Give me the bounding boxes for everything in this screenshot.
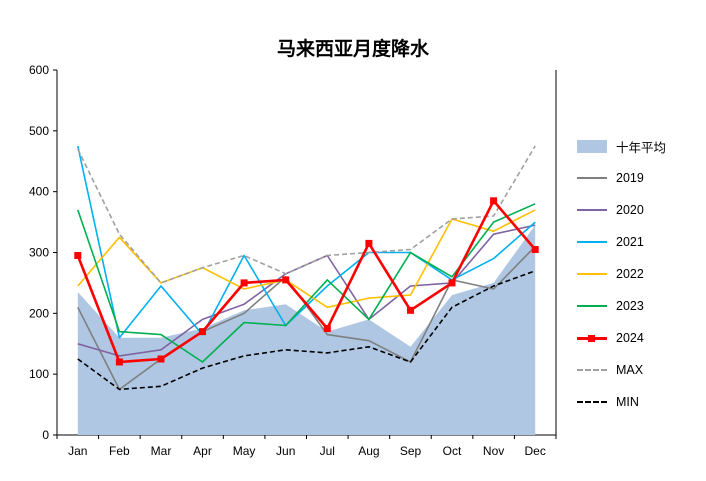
svg-text:Mar: Mar bbox=[151, 444, 172, 458]
legend-label-y2021: 2021 bbox=[616, 235, 644, 249]
svg-text:Dec: Dec bbox=[525, 444, 546, 458]
legend-swatch-y2023 bbox=[577, 305, 607, 307]
svg-text:0: 0 bbox=[42, 428, 49, 442]
legend-swatch-y2019 bbox=[577, 177, 607, 179]
legend-label-max: MAX bbox=[616, 363, 644, 377]
legend-item-min: MIN bbox=[577, 386, 666, 418]
legend-swatch-y2022 bbox=[577, 273, 607, 275]
svg-text:200: 200 bbox=[29, 306, 49, 320]
legend: 十年平均 2019 2020 2021 2022 2023 2024 MAX MIN bbox=[577, 130, 666, 418]
legend-swatch-ten-year-avg bbox=[577, 139, 607, 153]
legend-item-y2021: 2021 bbox=[577, 226, 666, 258]
chart-title: 马来西亚月度降水 bbox=[276, 39, 429, 60]
legend-marker-y2024 bbox=[588, 334, 595, 342]
svg-text:100: 100 bbox=[29, 367, 49, 381]
legend-item-y2024: 2024 bbox=[577, 322, 666, 354]
legend-swatch-y2024 bbox=[577, 334, 607, 342]
svg-text:400: 400 bbox=[29, 185, 49, 199]
svg-text:Aug: Aug bbox=[358, 444, 379, 458]
svg-text:Sep: Sep bbox=[400, 444, 422, 458]
legend-swatch-y2020 bbox=[577, 209, 607, 211]
legend-item-y2019: 2019 bbox=[577, 162, 666, 194]
legend-item-ten-year-avg: 十年平均 bbox=[577, 130, 666, 162]
legend-item-y2020: 2020 bbox=[577, 194, 666, 226]
legend-swatch-y2021 bbox=[577, 241, 607, 243]
svg-text:Oct: Oct bbox=[443, 444, 462, 458]
legend-item-y2023: 2023 bbox=[577, 290, 666, 322]
legend-label-y2024: 2024 bbox=[616, 331, 644, 345]
svg-text:Jun: Jun bbox=[276, 444, 295, 458]
svg-text:May: May bbox=[233, 444, 256, 458]
legend-swatch-max bbox=[577, 369, 607, 371]
legend-item-max: MAX bbox=[577, 354, 666, 386]
svg-text:Feb: Feb bbox=[109, 444, 130, 458]
legend-label-y2020: 2020 bbox=[616, 203, 644, 217]
svg-text:300: 300 bbox=[29, 246, 49, 260]
legend-label-y2019: 2019 bbox=[616, 171, 644, 185]
legend-item-y2022: 2022 bbox=[577, 258, 666, 290]
legend-label-min: MIN bbox=[616, 395, 639, 409]
svg-text:Apr: Apr bbox=[193, 444, 212, 458]
svg-text:Jul: Jul bbox=[320, 444, 335, 458]
svg-text:Jan: Jan bbox=[68, 444, 87, 458]
svg-text:500: 500 bbox=[29, 124, 49, 138]
svg-text:600: 600 bbox=[29, 63, 49, 77]
legend-label-ten-year-avg: 十年平均 bbox=[616, 140, 667, 155]
legend-label-y2023: 2023 bbox=[616, 299, 644, 313]
svg-text:Nov: Nov bbox=[483, 444, 504, 458]
legend-label-y2022: 2022 bbox=[616, 267, 644, 281]
legend-swatch-min bbox=[577, 401, 607, 403]
